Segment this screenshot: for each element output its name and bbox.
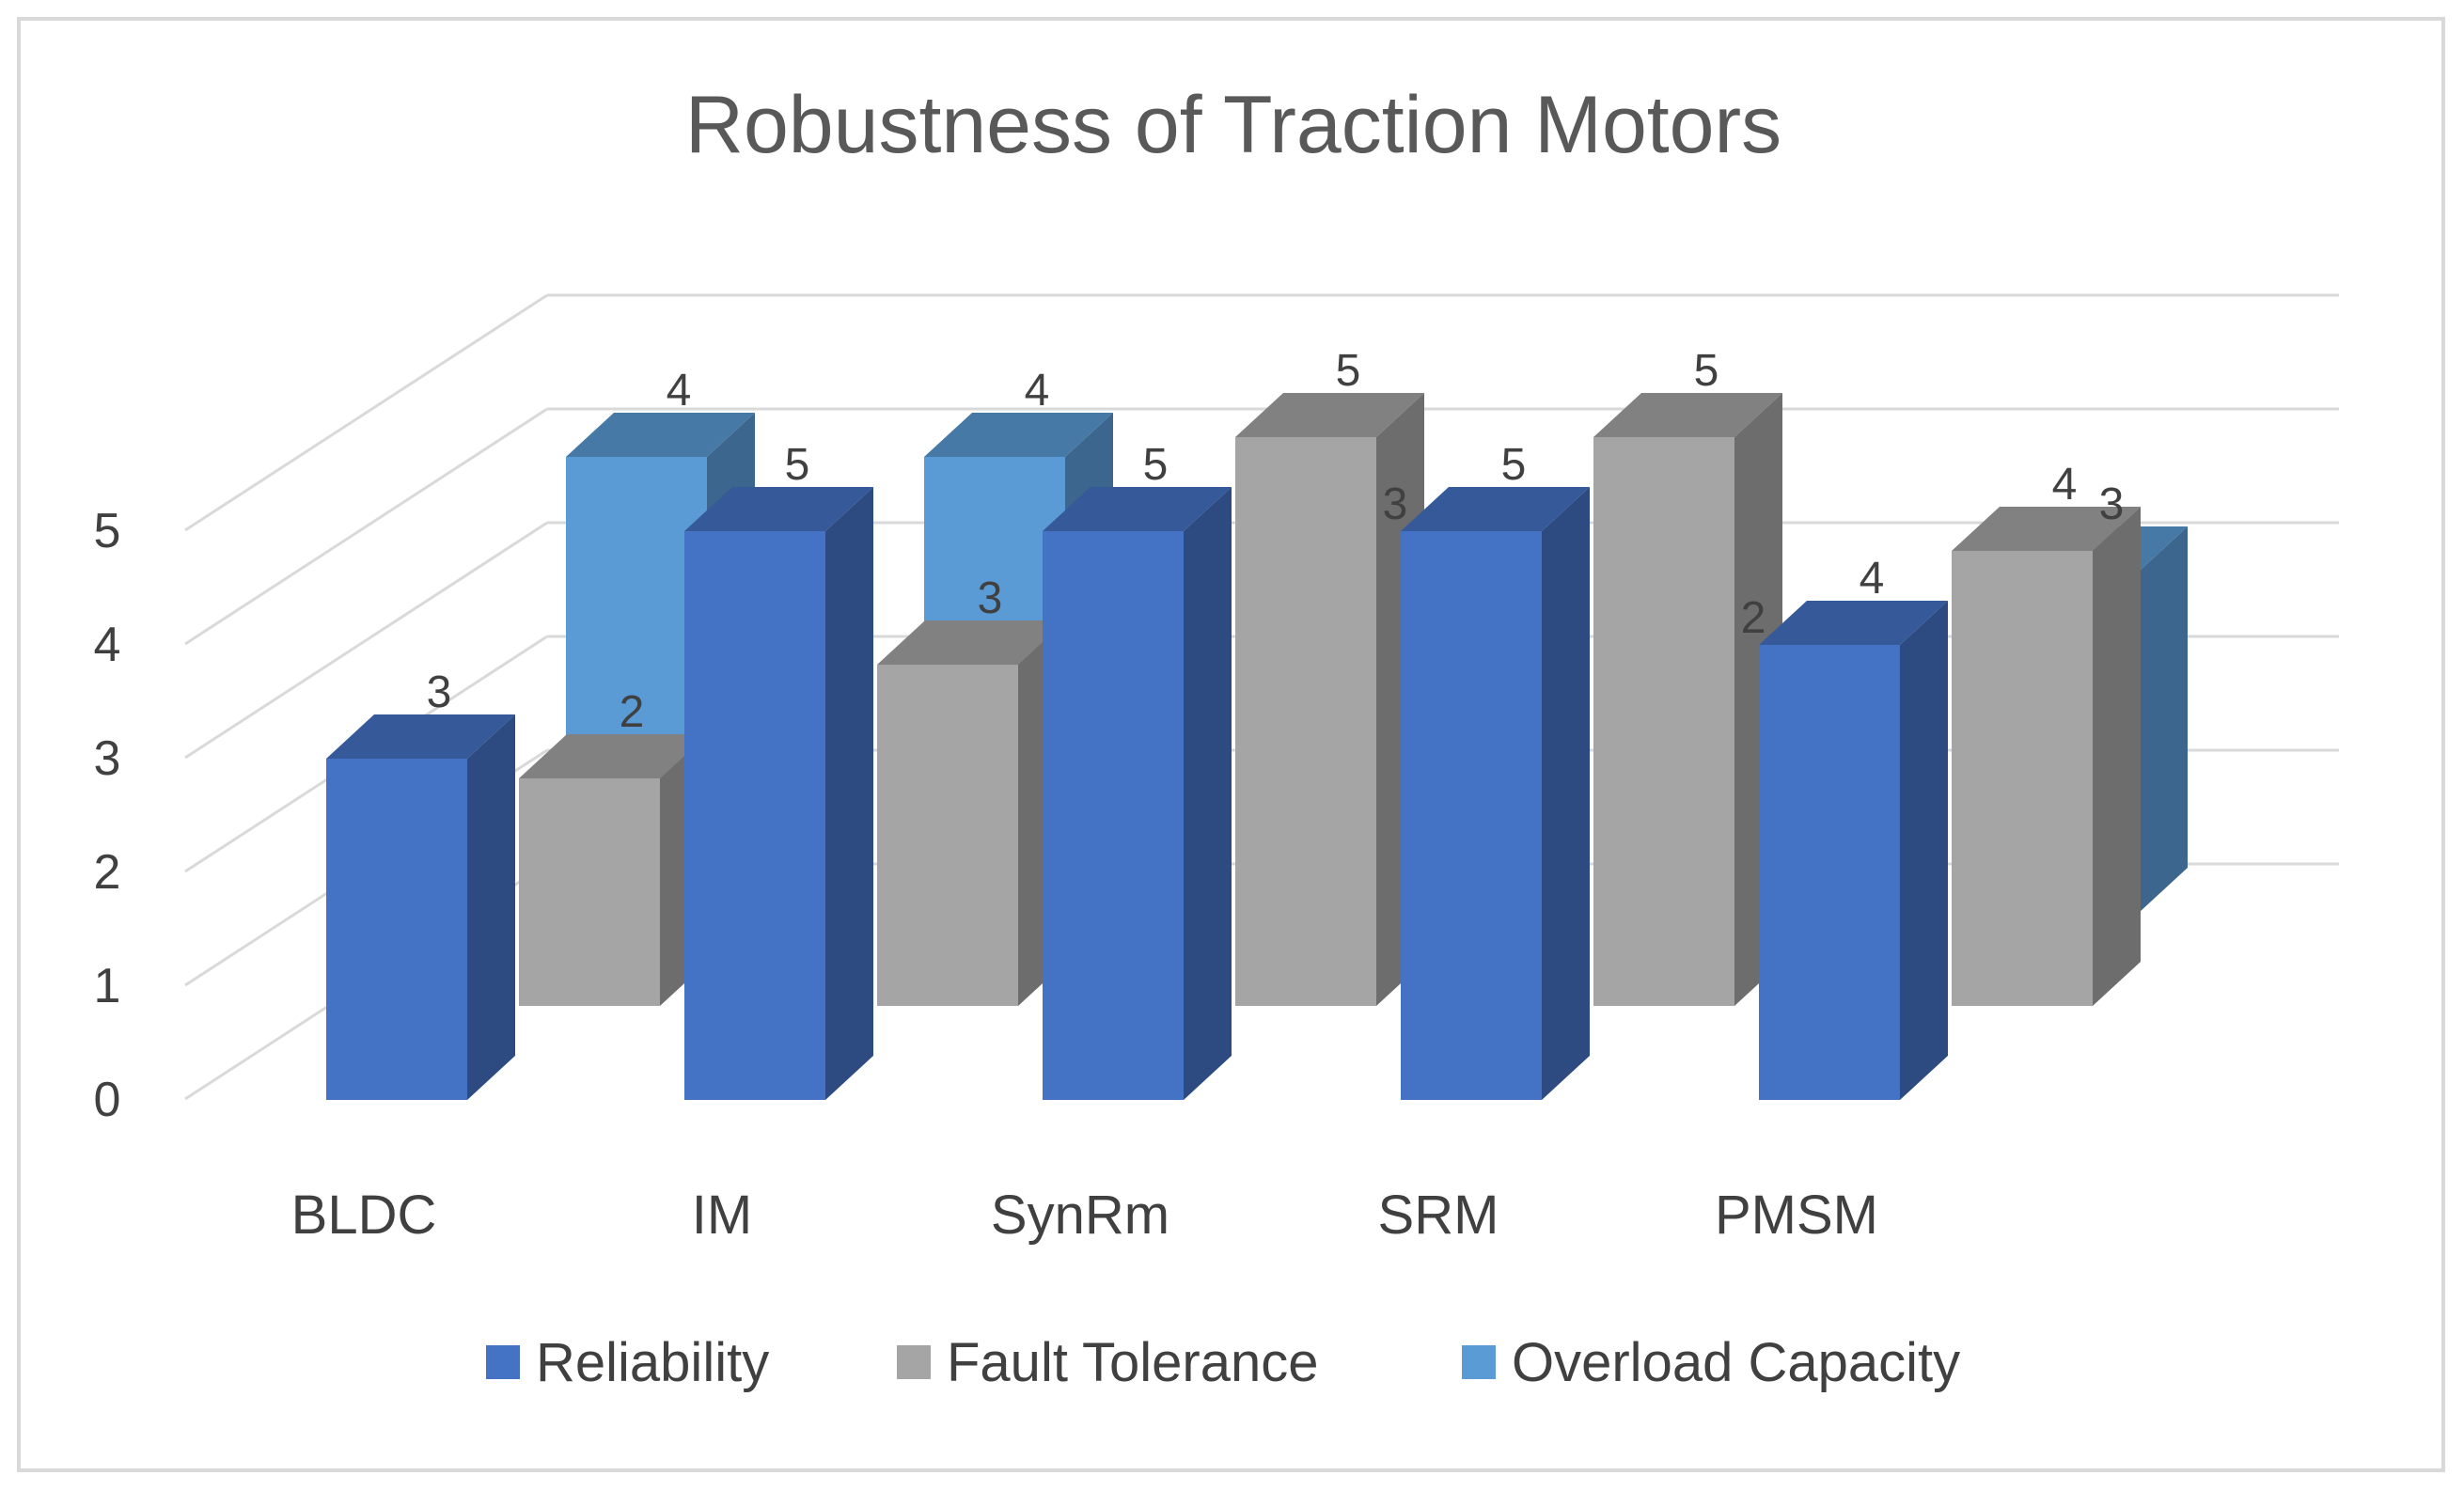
data-label: 3 <box>427 667 452 717</box>
legend-item-fault-tolerance: Fault Tolerance <box>897 1332 1319 1393</box>
data-label: 5 <box>1143 440 1169 490</box>
bar-top <box>1759 601 1948 645</box>
data-label: 3 <box>2099 479 2125 529</box>
bar-top <box>566 413 755 457</box>
bar-top <box>1043 487 1232 531</box>
bar-front <box>877 665 1018 1006</box>
data-label: 4 <box>1025 366 1050 416</box>
category-label: SRM <box>1378 1185 1499 1246</box>
x-axis-categories: BLDC IM SynRm SRM PMSM <box>291 1185 1878 1246</box>
y-tick-label: 3 <box>94 731 121 786</box>
bar-reliability-pmsm <box>1759 601 1948 1100</box>
bar-front <box>519 778 660 1006</box>
gridline-diagonal <box>184 407 548 646</box>
bar-front <box>1593 437 1734 1006</box>
y-tick-label: 2 <box>94 845 121 900</box>
bar-fault-tolerance-pmsm <box>1952 507 2141 1006</box>
gridline-diagonal <box>184 521 548 760</box>
bar-top <box>924 413 1113 457</box>
y-axis-ticks: 0 1 2 3 4 5 <box>94 504 121 1127</box>
data-label: 4 <box>1860 554 1885 604</box>
bar-reliability-im <box>684 487 873 1100</box>
data-label: 3 <box>978 573 1003 623</box>
data-label: 4 <box>2052 460 2078 510</box>
data-label: 3 <box>1383 479 1408 529</box>
data-label: 5 <box>1501 440 1527 490</box>
bar-top <box>1235 393 1424 437</box>
bars <box>326 393 2188 1100</box>
bar-side <box>2140 526 2188 912</box>
category-label: BLDC <box>291 1185 437 1246</box>
legend-label: Reliability <box>536 1332 769 1393</box>
bar-fault-tolerance-srm <box>1593 393 1782 1006</box>
category-label: IM <box>692 1185 752 1246</box>
bar-side <box>1900 601 1948 1100</box>
bar-front <box>1401 531 1542 1100</box>
legend-item-reliability: Reliability <box>486 1332 769 1393</box>
data-label: 5 <box>1336 346 1361 396</box>
bar-front <box>1759 645 1900 1100</box>
bar-top <box>519 734 708 778</box>
bar-side <box>467 714 515 1100</box>
legend-swatch <box>486 1345 520 1379</box>
bar-reliability-bldc <box>326 714 515 1100</box>
category-label: SynRm <box>991 1185 1169 1246</box>
bar-top <box>1593 393 1782 437</box>
bar-fault-tolerance-im <box>877 620 1066 1006</box>
data-label: 5 <box>1694 346 1719 396</box>
y-tick-label: 4 <box>94 618 121 672</box>
bar-side <box>1542 487 1590 1100</box>
legend-label: Overload Capacity <box>1512 1332 1960 1393</box>
bar-reliability-synrm <box>1043 487 1232 1100</box>
bar-front <box>1235 437 1376 1006</box>
bar-top <box>1952 507 2141 551</box>
legend-label: Fault Tolerance <box>947 1332 1319 1393</box>
bar-front <box>1952 551 2093 1006</box>
bar-top <box>326 714 515 759</box>
chart-title: Robustness of Traction Motors <box>685 80 1781 170</box>
data-label: 5 <box>785 440 810 490</box>
bar-front <box>1043 531 1184 1100</box>
legend-swatch <box>897 1345 931 1379</box>
y-tick-label: 0 <box>94 1073 121 1127</box>
y-tick-label: 1 <box>94 959 121 1013</box>
bar-side <box>825 487 873 1100</box>
legend: Reliability Fault Tolerance Overload Capac… <box>486 1332 1960 1393</box>
category-label: PMSM <box>1715 1185 1878 1246</box>
legend-swatch <box>1462 1345 1496 1379</box>
data-label: 4 <box>667 366 692 416</box>
bar-top <box>1401 487 1590 531</box>
data-label: 2 <box>620 687 645 737</box>
data-label: 2 <box>1741 593 1766 643</box>
bar-top <box>877 620 1066 665</box>
bar-side <box>1184 487 1232 1100</box>
legend-item-overload-capacity: Overload Capacity <box>1462 1332 1960 1393</box>
gridline-diagonal <box>184 293 548 532</box>
bar-fault-tolerance-bldc <box>519 734 708 1006</box>
bar-side <box>2093 507 2141 1006</box>
bar-reliability-srm <box>1401 487 1590 1100</box>
bar-top <box>684 487 873 531</box>
bar-front <box>326 759 467 1100</box>
bar-front <box>684 531 825 1100</box>
y-tick-label: 5 <box>94 504 121 558</box>
